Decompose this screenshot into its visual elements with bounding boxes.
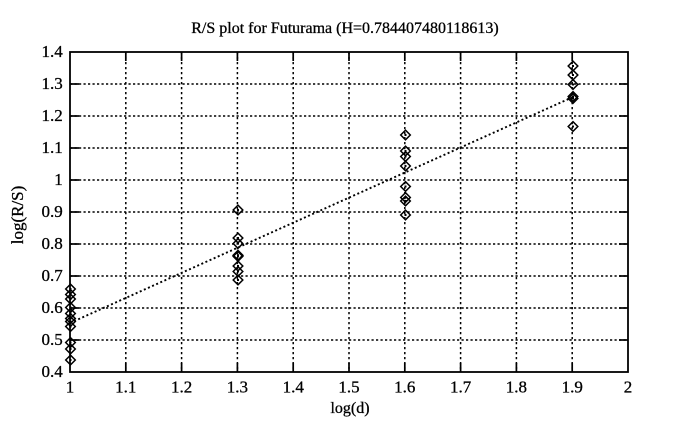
svg-text:1.4: 1.4 (283, 378, 305, 397)
svg-text:0.5: 0.5 (42, 330, 63, 349)
svg-text:1.9: 1.9 (562, 378, 583, 397)
svg-text:1.7: 1.7 (450, 378, 472, 397)
svg-text:log(d): log(d) (330, 400, 369, 417)
svg-text:1: 1 (54, 170, 63, 189)
svg-text:1.4: 1.4 (42, 42, 64, 61)
svg-text:0.6: 0.6 (42, 298, 63, 317)
svg-text:1.2: 1.2 (171, 378, 192, 397)
svg-text:R/S plot for Futurama (H=0.784: R/S plot for Futurama (H=0.7844074801186… (191, 20, 499, 37)
svg-text:1.1: 1.1 (115, 378, 136, 397)
svg-text:1: 1 (66, 378, 75, 397)
svg-text:1.3: 1.3 (227, 378, 248, 397)
svg-text:log(R/S): log(R/S) (8, 186, 27, 245)
svg-text:1.5: 1.5 (338, 378, 359, 397)
svg-text:1.1: 1.1 (42, 138, 63, 157)
svg-text:0.9: 0.9 (42, 202, 63, 221)
svg-text:1.8: 1.8 (506, 378, 527, 397)
svg-text:1.2: 1.2 (42, 106, 63, 125)
svg-text:0.8: 0.8 (42, 234, 63, 253)
svg-text:2: 2 (624, 378, 633, 397)
svg-text:0.7: 0.7 (42, 266, 64, 285)
svg-text:1.6: 1.6 (394, 378, 415, 397)
svg-text:0.4: 0.4 (42, 362, 64, 381)
svg-text:1.3: 1.3 (42, 74, 63, 93)
